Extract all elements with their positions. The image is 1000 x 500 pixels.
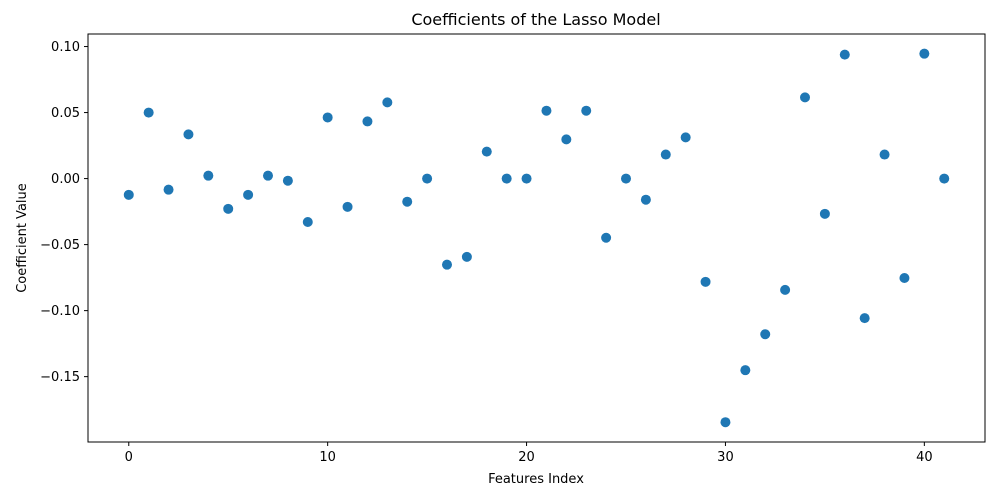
data-point bbox=[262, 170, 273, 181]
data-point bbox=[461, 251, 472, 262]
x-tick-label: 30 bbox=[717, 450, 734, 465]
data-point bbox=[621, 173, 632, 184]
data-point bbox=[521, 173, 532, 184]
data-point bbox=[800, 92, 811, 103]
data-point bbox=[322, 112, 333, 123]
x-tick-label: 10 bbox=[319, 450, 336, 465]
data-point bbox=[342, 201, 353, 212]
data-point bbox=[760, 329, 771, 340]
data-point bbox=[819, 208, 830, 219]
data-point bbox=[143, 107, 154, 118]
data-point bbox=[223, 203, 234, 214]
x-tick-label: 0 bbox=[125, 450, 133, 465]
data-points bbox=[123, 48, 950, 428]
data-point bbox=[183, 129, 194, 140]
y-tick-label: −0.05 bbox=[40, 238, 80, 253]
data-point bbox=[302, 217, 313, 228]
data-point bbox=[680, 132, 691, 143]
data-point bbox=[879, 149, 890, 160]
y-tick-label: 0.05 bbox=[51, 106, 80, 121]
data-point bbox=[561, 134, 572, 145]
chart-title: Coefficients of the Lasso Model bbox=[411, 10, 660, 29]
data-point bbox=[362, 116, 373, 127]
data-point bbox=[282, 175, 293, 186]
x-axis-ticks: 0 10 20 30 40 bbox=[125, 442, 933, 465]
data-point bbox=[243, 189, 254, 200]
data-point bbox=[581, 105, 592, 116]
y-tick-label: −0.10 bbox=[40, 304, 80, 319]
y-axis-label: Coefficient Value bbox=[15, 183, 30, 293]
data-point bbox=[481, 146, 492, 157]
data-point bbox=[123, 189, 134, 200]
data-point bbox=[441, 259, 452, 270]
data-point bbox=[899, 273, 910, 284]
y-tick-label: 0.10 bbox=[51, 40, 80, 55]
x-tick-label: 20 bbox=[518, 450, 535, 465]
data-point bbox=[919, 48, 930, 59]
plot-frame bbox=[87, 33, 986, 443]
data-point bbox=[839, 49, 850, 60]
data-point bbox=[501, 173, 512, 184]
data-point bbox=[720, 417, 731, 428]
data-point bbox=[939, 173, 950, 184]
data-point bbox=[640, 194, 651, 205]
data-point bbox=[402, 196, 413, 207]
data-point bbox=[203, 170, 214, 181]
x-axis-label: Features Index bbox=[488, 472, 584, 487]
data-point bbox=[859, 313, 870, 324]
y-tick-label: −0.15 bbox=[40, 370, 80, 385]
data-point bbox=[700, 276, 711, 287]
data-point bbox=[422, 173, 433, 184]
x-tick-label: 40 bbox=[916, 450, 933, 465]
data-point bbox=[601, 232, 612, 243]
data-point bbox=[163, 184, 174, 195]
data-point bbox=[541, 105, 552, 116]
data-point bbox=[660, 149, 671, 160]
data-point bbox=[780, 284, 791, 295]
y-tick-label: 0.00 bbox=[51, 172, 80, 187]
data-point bbox=[740, 365, 751, 376]
data-point bbox=[382, 97, 393, 108]
y-axis-ticks: −0.15 −0.10 −0.05 0.00 0.05 0.10 bbox=[40, 40, 88, 385]
